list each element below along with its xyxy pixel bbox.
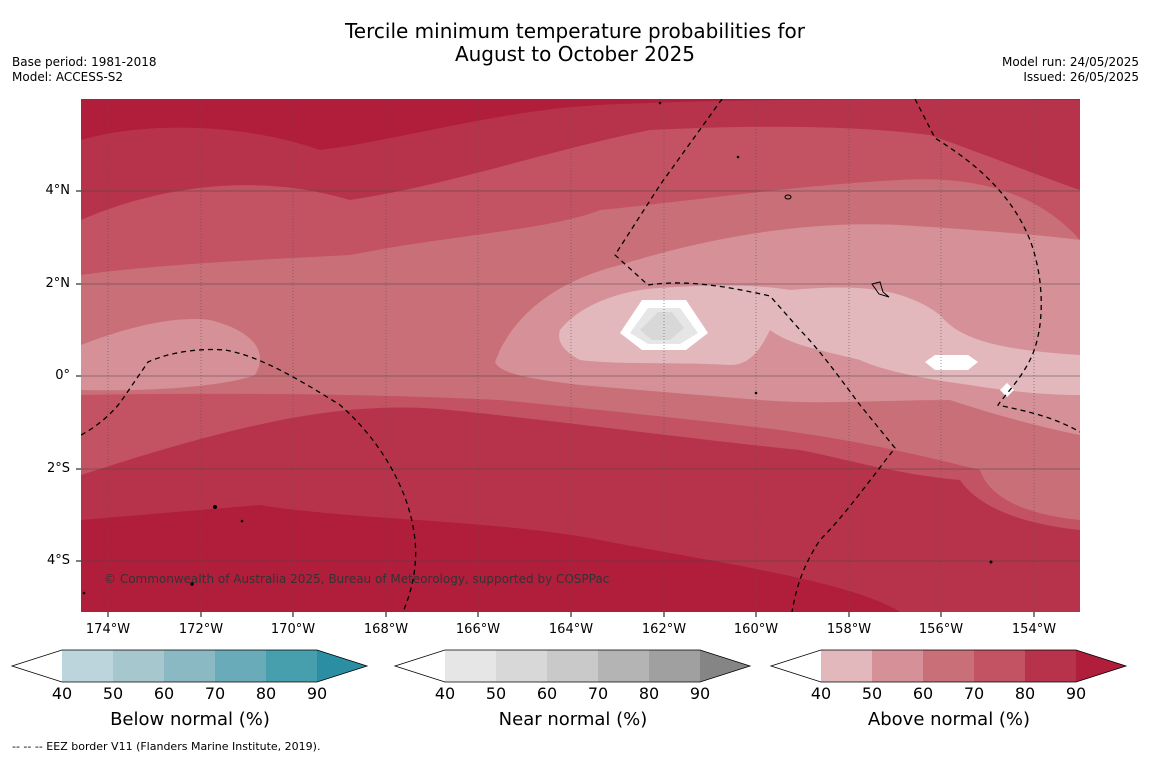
colorbar-segment <box>164 650 215 682</box>
lon-label: 164°W <box>548 622 594 637</box>
lat-label-2n: 2°N <box>45 276 71 291</box>
lon-label: 168°W <box>363 622 409 637</box>
lon-label: 156°W <box>918 622 964 637</box>
colorbar-segment <box>821 650 872 682</box>
model-run-label: Model run: 24/05/2025 <box>1001 55 1139 69</box>
lat-label-4n: 4°N <box>45 183 71 198</box>
colorbar-segment <box>649 650 700 682</box>
probability-contours <box>81 99 1080 612</box>
near-tick: 70 <box>587 684 609 703</box>
below-tick: 90 <box>306 684 328 703</box>
above-tick: 60 <box>912 684 934 703</box>
below-tick: 80 <box>255 684 277 703</box>
axis-ticks <box>76 190 1035 617</box>
colorbar-segment <box>1025 650 1076 682</box>
below-tick: 60 <box>153 684 175 703</box>
lat-label-0: 0° <box>55 368 70 383</box>
colorbar-segment <box>215 650 266 682</box>
below-normal-colorbar <box>10 649 369 683</box>
above-normal-colorbar <box>769 649 1128 683</box>
near-tick: 90 <box>689 684 711 703</box>
issued-label: Issued: 26/05/2025 <box>1023 70 1139 84</box>
colorbar-segment <box>1076 650 1126 682</box>
colorbar-segment <box>445 650 496 682</box>
below-tick: 40 <box>51 684 73 703</box>
lon-label: 154°W <box>1011 622 1057 637</box>
near-tick: 50 <box>485 684 507 703</box>
above-tick: 50 <box>861 684 883 703</box>
below-tick: 70 <box>204 684 226 703</box>
above-tick: 80 <box>1014 684 1036 703</box>
colorbar-segment <box>62 650 113 682</box>
eez-footnote: -- -- -- EEZ border V11 (Flanders Marine… <box>12 740 321 753</box>
lon-label: 172°W <box>178 622 224 637</box>
near-tick: 60 <box>536 684 558 703</box>
lon-label: 174°W <box>85 622 131 637</box>
colorbar-segment <box>113 650 164 682</box>
latitude-lines <box>81 190 1080 562</box>
lon-label: 158°W <box>826 622 872 637</box>
colorbar-segment <box>598 650 649 682</box>
below-normal-title: Below normal (%) <box>110 709 270 730</box>
lon-label: 166°W <box>455 622 501 637</box>
base-period-label: Base period: 1981-2018 <box>12 55 157 69</box>
near-tick: 40 <box>434 684 456 703</box>
colorbar-segment <box>872 650 923 682</box>
colorbar-segment <box>700 650 750 682</box>
colorbar-segment <box>974 650 1025 682</box>
below-tick: 50 <box>102 684 124 703</box>
lon-label: 160°W <box>733 622 779 637</box>
model-label: Model: ACCESS-S2 <box>12 70 124 84</box>
lon-label: 170°W <box>270 622 316 637</box>
colorbar-segment <box>266 650 317 682</box>
colorbar-segment <box>771 650 821 682</box>
islands <box>82 101 993 595</box>
eez-borders <box>81 99 1080 612</box>
above-tick: 70 <box>963 684 985 703</box>
lon-label: 162°W <box>641 622 687 637</box>
colorbar-segment <box>317 650 367 682</box>
colorbar-segment <box>496 650 547 682</box>
above-tick: 90 <box>1065 684 1087 703</box>
colorbars <box>10 649 1128 683</box>
lat-label-2s: 2°S <box>46 461 70 476</box>
map-title-line2: August to October 2025 <box>454 42 696 66</box>
near-normal-title: Near normal (%) <box>498 709 648 730</box>
above-normal-title: Above normal (%) <box>867 709 1031 730</box>
lat-label-4s: 4°S <box>46 553 70 568</box>
near-normal-colorbar <box>393 649 752 683</box>
above-tick: 40 <box>810 684 832 703</box>
map-title-line1: Tercile minimum temperature probabilitie… <box>344 19 806 43</box>
colorbar-segment <box>547 650 598 682</box>
copyright-notice: © Commonwealth of Australia 2025, Bureau… <box>104 572 610 586</box>
colorbar-segment <box>12 650 62 682</box>
colorbar-segment <box>923 650 974 682</box>
colorbar-segment <box>395 650 445 682</box>
near-tick: 80 <box>638 684 660 703</box>
